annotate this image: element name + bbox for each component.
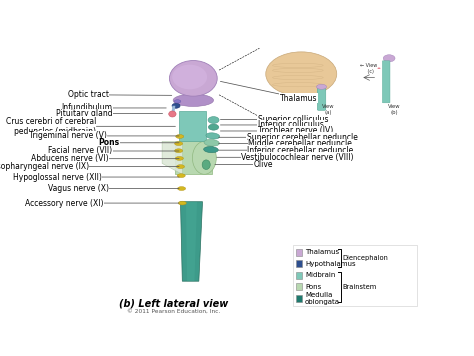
Polygon shape xyxy=(172,106,175,112)
Bar xyxy=(296,295,302,302)
Ellipse shape xyxy=(202,160,210,169)
Text: Accessory nerve (XI): Accessory nerve (XI) xyxy=(25,199,179,208)
Text: Brainstem: Brainstem xyxy=(342,284,376,290)
Polygon shape xyxy=(162,141,182,174)
Polygon shape xyxy=(175,141,212,174)
Text: Inferior colliculus: Inferior colliculus xyxy=(220,120,323,130)
Text: Midbrain: Midbrain xyxy=(305,272,336,278)
Text: Optic tract: Optic tract xyxy=(68,90,172,99)
Bar xyxy=(292,245,418,306)
Text: Pons: Pons xyxy=(305,284,321,290)
Text: Pituitary gland: Pituitary gland xyxy=(56,109,163,118)
Text: Thalamus: Thalamus xyxy=(220,82,317,103)
Ellipse shape xyxy=(176,165,184,168)
Ellipse shape xyxy=(172,65,207,89)
Text: Abducens nerve (VI): Abducens nerve (VI) xyxy=(31,154,179,163)
Text: Trochlear nerve (IV): Trochlear nerve (IV) xyxy=(220,126,333,136)
Ellipse shape xyxy=(209,124,219,130)
Ellipse shape xyxy=(174,100,181,103)
Ellipse shape xyxy=(178,187,186,190)
Bar xyxy=(296,283,302,290)
Text: Facial nerve (VII): Facial nerve (VII) xyxy=(48,147,179,156)
Text: Vestibulocochlear nerve (VIII): Vestibulocochlear nerve (VIII) xyxy=(217,153,354,162)
Text: Crus cerebri of cerebral
peduncles (midbrain): Crus cerebri of cerebral peduncles (midb… xyxy=(6,117,175,136)
Ellipse shape xyxy=(175,157,183,160)
Text: Glossopharyngeal nerve (IX): Glossopharyngeal nerve (IX) xyxy=(0,162,179,171)
Bar xyxy=(296,272,302,279)
Polygon shape xyxy=(181,202,202,281)
Ellipse shape xyxy=(192,141,216,174)
Text: Hypoglossal nerve (XII): Hypoglossal nerve (XII) xyxy=(13,173,179,182)
Bar xyxy=(296,249,302,256)
Ellipse shape xyxy=(174,149,182,153)
Ellipse shape xyxy=(170,61,217,96)
Text: Infundibulum: Infundibulum xyxy=(62,104,166,112)
Polygon shape xyxy=(179,111,206,141)
Text: Hypothalamus: Hypothalamus xyxy=(305,261,356,267)
Text: Olive: Olive xyxy=(215,160,273,169)
Ellipse shape xyxy=(206,133,220,139)
Ellipse shape xyxy=(177,174,185,178)
Text: © 2011 Pearson Education, Inc.: © 2011 Pearson Education, Inc. xyxy=(127,308,220,313)
Ellipse shape xyxy=(178,201,186,205)
Polygon shape xyxy=(186,202,197,281)
Text: Vagus nerve (X): Vagus nerve (X) xyxy=(48,184,179,193)
Ellipse shape xyxy=(204,140,219,146)
Ellipse shape xyxy=(176,135,184,138)
Ellipse shape xyxy=(204,147,219,153)
Text: Superior cerebellar peduncle: Superior cerebellar peduncle xyxy=(219,133,357,142)
Text: Diencephalon: Diencephalon xyxy=(342,255,388,261)
Text: (b) Left lateral view: (b) Left lateral view xyxy=(118,299,228,309)
Text: Pons: Pons xyxy=(99,138,179,147)
Text: Middle cerebellar peduncle: Middle cerebellar peduncle xyxy=(219,139,352,148)
Text: Inferior cerebellar peduncle: Inferior cerebellar peduncle xyxy=(219,146,354,155)
Text: Medulla
oblongata: Medulla oblongata xyxy=(305,292,340,305)
Text: Thalamus: Thalamus xyxy=(305,249,339,255)
Ellipse shape xyxy=(169,111,176,117)
Ellipse shape xyxy=(173,94,213,106)
Ellipse shape xyxy=(208,117,219,124)
Text: Trigeminal nerve (V): Trigeminal nerve (V) xyxy=(29,131,179,140)
Ellipse shape xyxy=(172,103,180,108)
Text: Superior colliculus: Superior colliculus xyxy=(220,115,328,124)
Bar xyxy=(296,260,302,267)
Ellipse shape xyxy=(174,142,182,146)
